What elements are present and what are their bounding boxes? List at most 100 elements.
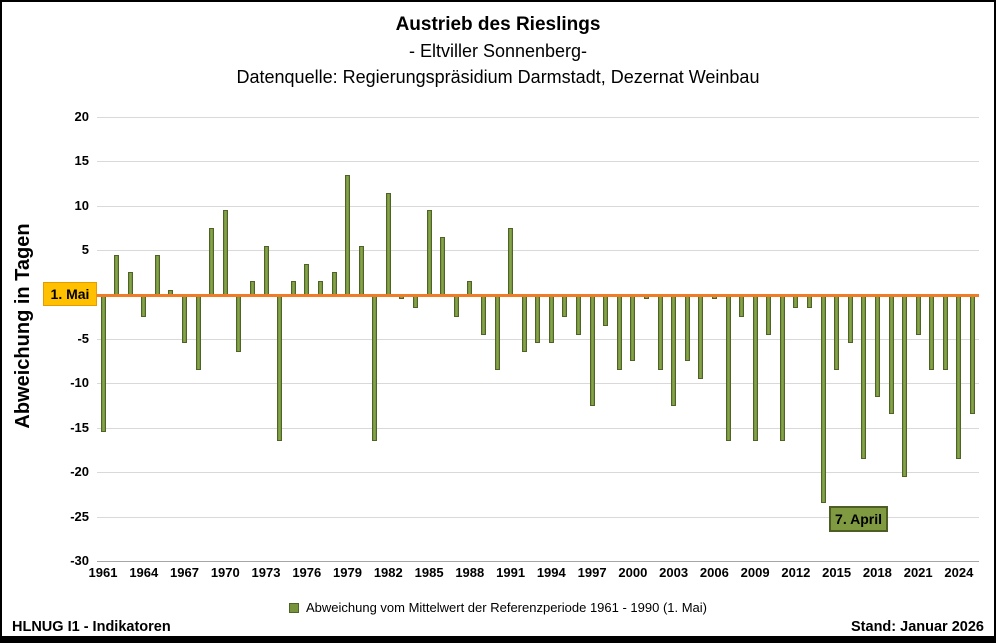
x-tick-label-2012: 2012 bbox=[781, 565, 811, 580]
x-tick-label-1973: 1973 bbox=[251, 565, 281, 580]
x-tick-label-1994: 1994 bbox=[536, 565, 566, 580]
x-tick-label-1991: 1991 bbox=[496, 565, 526, 580]
legend-marker-square bbox=[288, 602, 299, 613]
bar-2025 bbox=[970, 294, 975, 415]
bar-2010 bbox=[766, 294, 772, 335]
bar-1985 bbox=[426, 210, 432, 295]
x-tick-label-2015: 2015 bbox=[822, 565, 852, 580]
y-axis-title: Abweichung in Tagen bbox=[12, 223, 34, 429]
bar-1990 bbox=[494, 294, 500, 371]
x-tick-label-1988: 1988 bbox=[455, 565, 485, 580]
bar-1977 bbox=[317, 281, 323, 295]
x-tick-label-1982: 1982 bbox=[373, 565, 403, 580]
bar-1980 bbox=[358, 245, 364, 295]
bar-2011 bbox=[779, 294, 785, 442]
bar-1989 bbox=[480, 294, 486, 335]
x-tick-label-1976: 1976 bbox=[292, 565, 322, 580]
bar-2008 bbox=[739, 294, 744, 317]
x-tick-label-2000: 2000 bbox=[618, 565, 648, 580]
x-tick-label-2009: 2009 bbox=[740, 565, 770, 580]
bar-1972 bbox=[249, 281, 255, 295]
x-tick-label-1985: 1985 bbox=[414, 565, 444, 580]
bar-2022 bbox=[929, 294, 935, 371]
bar-2023 bbox=[942, 294, 948, 371]
gridline-10 bbox=[97, 205, 979, 207]
gridline--20 bbox=[97, 472, 979, 474]
bar-1979 bbox=[345, 174, 350, 295]
x-tick-label-1979: 1979 bbox=[333, 565, 362, 580]
x-tick-label-2006: 2006 bbox=[699, 565, 729, 580]
bar-1970 bbox=[222, 210, 228, 295]
y-tick-label--5: -5 bbox=[77, 331, 89, 346]
bar-1976 bbox=[304, 263, 310, 295]
x-tick-label-1961: 1961 bbox=[88, 565, 118, 580]
bar-1981 bbox=[372, 294, 378, 442]
bar-2009 bbox=[752, 294, 758, 442]
bar-1986 bbox=[440, 236, 446, 295]
bar-1973 bbox=[263, 245, 269, 295]
y-tick-label-5: 5 bbox=[81, 242, 89, 258]
gridline-20 bbox=[97, 117, 979, 118]
bar-2016 bbox=[847, 294, 853, 344]
footer-right: Stand: Januar 2026 bbox=[851, 619, 984, 635]
bar-2019 bbox=[888, 294, 894, 415]
y-tick-label--10: -10 bbox=[70, 375, 89, 391]
gridline--15 bbox=[97, 427, 979, 429]
bar-1962 bbox=[114, 254, 120, 295]
footer-left: HLNUG I1 - Indikatoren bbox=[12, 619, 171, 635]
bar-1998 bbox=[603, 294, 609, 326]
bottom-strip bbox=[2, 636, 994, 639]
gridline--10 bbox=[97, 383, 979, 385]
bar-2000 bbox=[630, 294, 636, 362]
bar-1969 bbox=[209, 228, 215, 295]
chart-title: Austrieb des Rieslings bbox=[395, 14, 601, 35]
y-tick-label--15: -15 bbox=[70, 419, 89, 435]
y-tick-label-15: 15 bbox=[74, 153, 89, 169]
baseline-label-1-mai: 1. Mai bbox=[43, 282, 97, 306]
bar-2024 bbox=[956, 294, 962, 459]
bar-2007 bbox=[725, 294, 731, 442]
x-tick-label-2021: 2021 bbox=[903, 565, 933, 580]
bar-1988 bbox=[467, 281, 473, 295]
bar-1999 bbox=[616, 294, 622, 371]
bar-1978 bbox=[331, 272, 337, 295]
baseline-1-mai-line bbox=[97, 293, 979, 297]
bar-1967 bbox=[182, 294, 187, 344]
bar-2005 bbox=[698, 294, 704, 379]
y-tick-label--25: -25 bbox=[70, 508, 89, 524]
gridline--25 bbox=[97, 516, 979, 518]
x-tick-label-1967: 1967 bbox=[170, 565, 199, 580]
x-tick-label-2018: 2018 bbox=[862, 565, 892, 580]
bar-2014 bbox=[820, 294, 826, 504]
bar-1992 bbox=[521, 294, 527, 353]
bar-1997 bbox=[589, 294, 595, 406]
bar-2017 bbox=[861, 294, 867, 459]
bar-1991 bbox=[508, 228, 514, 295]
y-tick-label-20: 20 bbox=[74, 109, 89, 124]
bar-1996 bbox=[576, 294, 581, 335]
x-tick-label-2003: 2003 bbox=[659, 565, 689, 580]
bar-1974 bbox=[277, 294, 283, 442]
bar-1993 bbox=[535, 294, 541, 344]
bar-1982 bbox=[385, 192, 391, 295]
bar-1961 bbox=[100, 294, 106, 433]
bar-1975 bbox=[290, 281, 296, 295]
chart-datasource: Datenquelle: Regierungspräsidium Darmsta… bbox=[236, 67, 760, 87]
bar-1994 bbox=[548, 294, 554, 344]
y-tick-label--30: -30 bbox=[70, 553, 89, 568]
gridline--30 bbox=[97, 561, 979, 562]
bar-1987 bbox=[453, 294, 459, 317]
bar-2021 bbox=[915, 294, 921, 335]
x-tick-label-1964: 1964 bbox=[129, 565, 159, 580]
x-tick-label-1997: 1997 bbox=[577, 565, 607, 580]
gridline-15 bbox=[97, 161, 979, 163]
bar-1963 bbox=[127, 272, 133, 295]
bar-1964 bbox=[141, 294, 147, 317]
bar-1965 bbox=[154, 254, 160, 295]
annotation-label-7-april: 7. April bbox=[829, 506, 888, 532]
x-tick-label-1970: 1970 bbox=[210, 565, 240, 580]
bar-1971 bbox=[236, 294, 242, 353]
bar-2015 bbox=[834, 294, 840, 371]
legend-label: Abweichung vom Mittelwert der Referenzpe… bbox=[305, 600, 708, 615]
